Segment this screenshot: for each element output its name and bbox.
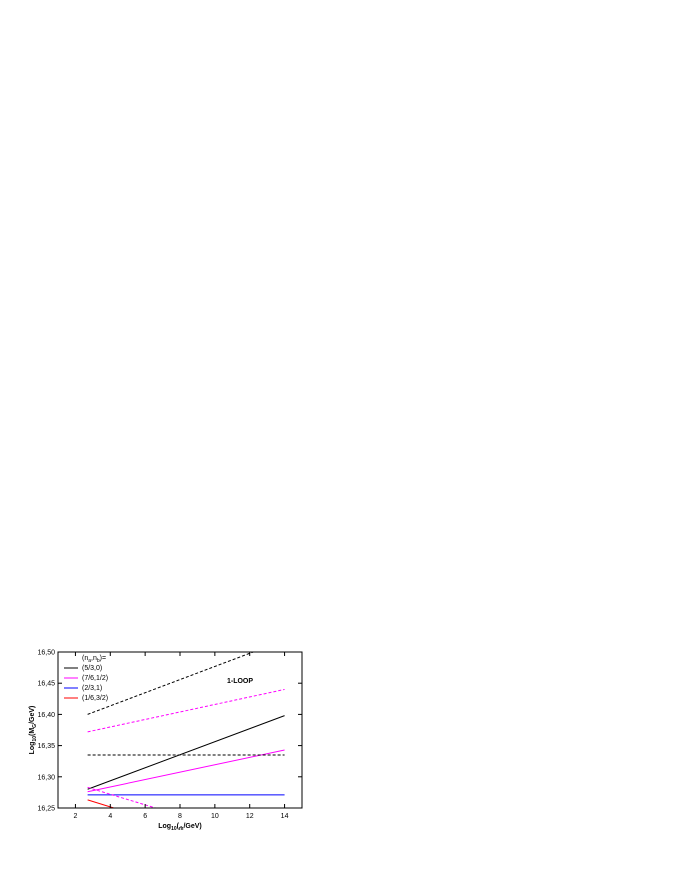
annotation: 1-LOOP	[227, 678, 253, 685]
legend-label: (5/3,0)	[82, 665, 102, 672]
legend-label: (1/6,3/2)	[82, 695, 108, 702]
x-axis-label: Log10(m̃/GeV)	[158, 823, 201, 832]
text-part: Log	[29, 742, 36, 755]
text-part: ,n	[91, 655, 97, 662]
text-part: /GeV)	[29, 706, 36, 724]
x-tick-label: 10	[211, 813, 219, 820]
x-tick-label: 12	[246, 813, 254, 820]
x-tick-label: 4	[108, 813, 112, 820]
text-part: (M	[29, 728, 36, 736]
y-tick-label: 16,50	[37, 650, 55, 657]
y-tick-label: 16,40	[37, 712, 55, 719]
dashed-line	[87, 652, 254, 715]
dashed-line	[87, 786, 156, 808]
line	[87, 715, 285, 790]
dashed-line	[87, 688, 285, 733]
subscript: a	[88, 658, 91, 664]
text-part: )=	[100, 655, 106, 662]
subscript: G	[32, 724, 38, 728]
subscript: m̃	[179, 826, 184, 832]
text-part: /GeV)	[183, 823, 201, 830]
text-part: (	[177, 823, 180, 830]
text-part: (n	[82, 655, 88, 662]
line	[87, 749, 285, 793]
y-tick-label: 16,30	[37, 774, 55, 781]
legend-title: (na,nb)=	[82, 655, 106, 664]
legend-label: (7/6,1/2)	[82, 675, 108, 682]
x-tick-label: 14	[281, 813, 289, 820]
y-axis-label: Log10(MG/GeV)	[29, 706, 38, 755]
y-tick-label: 16,25	[37, 806, 55, 813]
y-tick-label: 16,35	[37, 743, 55, 750]
line	[87, 799, 114, 808]
subscript: 10	[32, 736, 38, 742]
x-tick-label: 6	[143, 813, 147, 820]
subscript: 10	[171, 826, 177, 832]
x-tick-label: 8	[178, 813, 182, 820]
legend-label: (2/3,1)	[82, 685, 102, 692]
text-part: Log	[158, 823, 171, 830]
x-tick-label: 2	[73, 813, 77, 820]
y-tick-label: 16,45	[37, 681, 55, 688]
subscript: b	[97, 658, 100, 664]
